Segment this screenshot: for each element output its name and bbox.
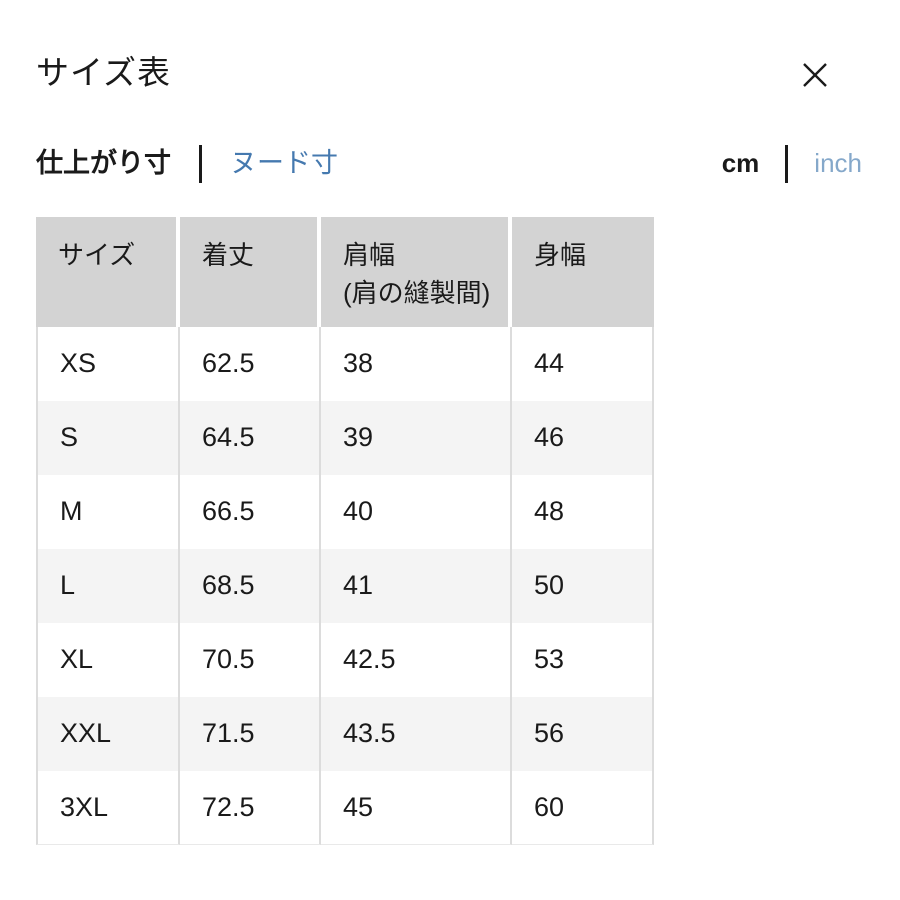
cell-size: 3XL (36, 770, 180, 845)
table-row-xl: XL 70.5 42.5 53 (36, 622, 654, 697)
table-row-s: S 64.5 39 46 (36, 400, 654, 475)
header-row: サイズ 着丈 肩幅 (肩の縫製間) 身幅 (36, 216, 654, 327)
cell-body-width: 44 (512, 326, 654, 401)
table-row-m: M 66.5 40 48 (36, 474, 654, 549)
cell-body-width: 60 (512, 770, 654, 845)
cell-body-width: 50 (512, 548, 654, 623)
unit-inch-button[interactable]: inch (814, 147, 862, 181)
cell-length: 66.5 (180, 474, 321, 549)
size-table: サイズ 着丈 肩幅 (肩の縫製間) 身幅 XS 62.5 38 44 S 64.… (36, 216, 654, 845)
tab-nude-dimensions[interactable]: ヌード寸 (230, 146, 338, 181)
cell-shoulder: 40 (321, 474, 512, 549)
col-header-shoulder: 肩幅 (肩の縫製間) (321, 216, 512, 327)
cell-size: M (36, 474, 180, 549)
tab-finished-dimensions[interactable]: 仕上がり寸 (36, 146, 171, 181)
cell-size: L (36, 548, 180, 623)
cell-body-width: 46 (512, 400, 654, 475)
cell-size: XS (36, 326, 180, 401)
cell-length: 64.5 (180, 400, 321, 475)
cell-size: XL (36, 622, 180, 697)
col-header-shoulder-line2: (肩の縫製間) (343, 277, 491, 308)
cell-length: 72.5 (180, 770, 321, 845)
cell-shoulder: 45 (321, 770, 512, 845)
size-table-header: サイズ 着丈 肩幅 (肩の縫製間) 身幅 (36, 216, 654, 327)
cell-length: 71.5 (180, 696, 321, 771)
col-header-shoulder-line1: 肩幅 (343, 239, 396, 270)
dimension-tab-group: 仕上がり寸 ヌード寸 (36, 144, 338, 183)
close-icon (800, 63, 830, 93)
cell-shoulder: 39 (321, 400, 512, 475)
unit-tab-group: cm inch (722, 144, 862, 183)
cell-length: 70.5 (180, 622, 321, 697)
size-table-body: XS 62.5 38 44 S 64.5 39 46 M 66.5 40 48 … (36, 326, 654, 845)
col-header-length: 着丈 (180, 216, 321, 327)
tab-row: 仕上がり寸 ヌード寸 cm inch (0, 144, 900, 183)
col-header-size: サイズ (36, 216, 180, 327)
tab-divider (199, 144, 202, 183)
cell-body-width: 56 (512, 696, 654, 771)
cell-shoulder: 41 (321, 548, 512, 623)
cell-size: XXL (36, 696, 180, 771)
cell-shoulder: 38 (321, 326, 512, 401)
close-button[interactable] (800, 60, 830, 90)
table-row-l: L 68.5 41 50 (36, 548, 654, 623)
cell-body-width: 48 (512, 474, 654, 549)
cell-length: 68.5 (180, 548, 321, 623)
modal-header: サイズ表 (0, 0, 900, 95)
page-title: サイズ表 (36, 54, 172, 91)
table-row-xs: XS 62.5 38 44 (36, 326, 654, 401)
cell-size: S (36, 400, 180, 475)
cell-shoulder: 43.5 (321, 696, 512, 771)
cell-shoulder: 42.5 (321, 622, 512, 697)
cell-body-width: 53 (512, 622, 654, 697)
unit-divider (785, 144, 789, 183)
table-row-3xl: 3XL 72.5 45 60 (36, 770, 654, 845)
col-header-body-width: 身幅 (512, 216, 654, 327)
unit-cm-button[interactable]: cm (722, 147, 760, 181)
cell-length: 62.5 (180, 326, 321, 401)
table-row-xxl: XXL 71.5 43.5 56 (36, 696, 654, 771)
